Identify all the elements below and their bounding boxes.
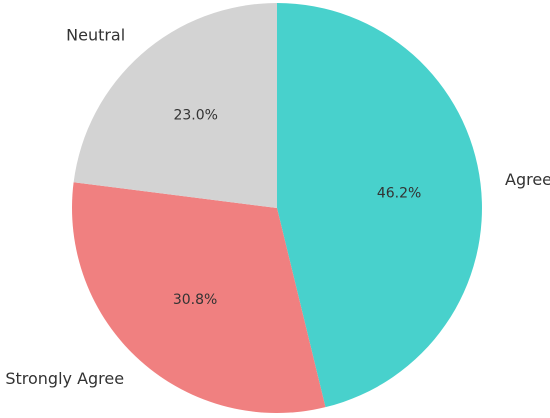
slice-label-neutral: Neutral [66, 25, 125, 44]
slice-percent-strongly-agree: 30.8% [173, 292, 217, 308]
pie-slice-neutral [73, 3, 278, 208]
pie-slice-strongly-agree [72, 182, 326, 413]
slice-label-agree: Agree [505, 170, 550, 189]
pie-slices [72, 3, 482, 413]
slice-percent-neutral: 23.0% [173, 108, 217, 124]
pie-slice-agree [277, 3, 482, 408]
slice-percent-agree: 46.2% [377, 185, 421, 201]
pie-labels: Agree 46.2% Strongly Agree 30.8% Neutral 23.0… [5, 25, 550, 388]
slice-label-strongly-agree: Strongly Agree [5, 369, 124, 388]
